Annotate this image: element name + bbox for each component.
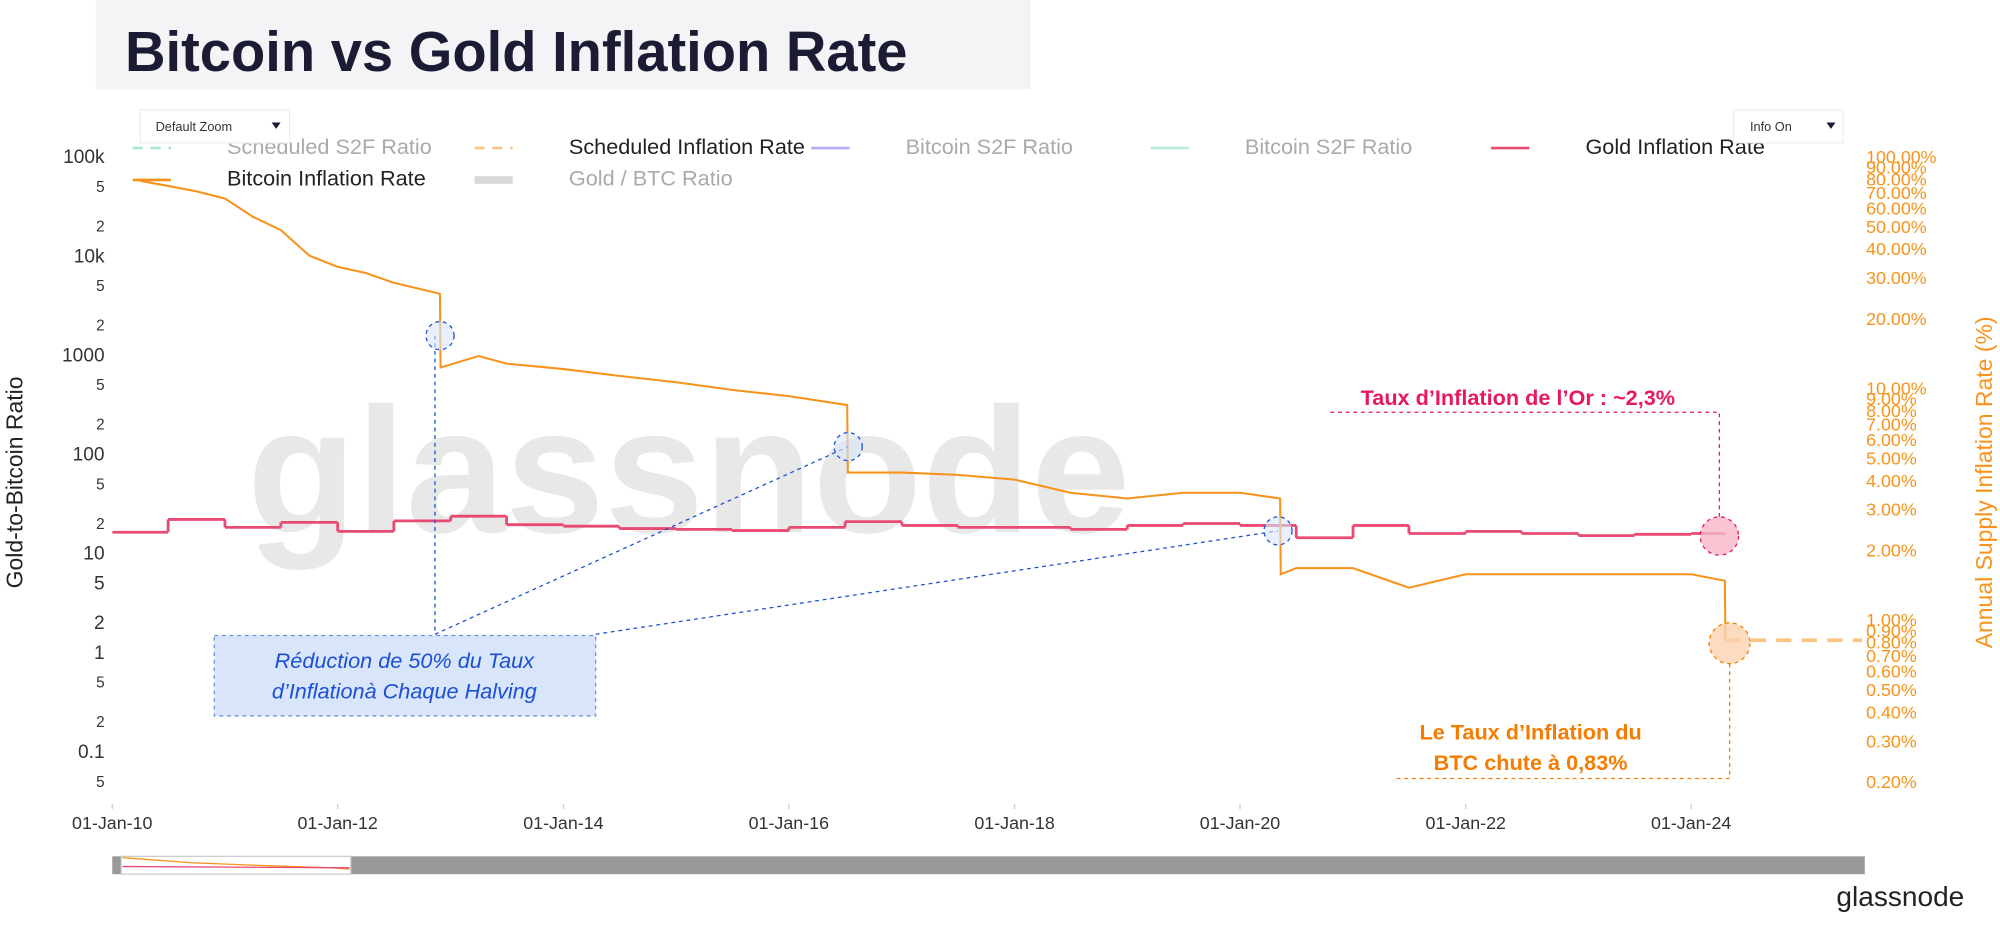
y2-tick-label: 0.90% xyxy=(1866,621,1917,641)
x-tick-label: 01-Jan-12 xyxy=(297,813,377,833)
y2-tick-label: 0.30% xyxy=(1866,731,1917,751)
y2-tick-label: 40.00% xyxy=(1866,239,1927,259)
zoom-button[interactable] xyxy=(139,109,291,144)
y-tick-label: 1000 xyxy=(62,345,105,366)
legend-label: Bitcoin S2F Ratio xyxy=(906,134,1073,159)
y2-tick-label: 100.00% xyxy=(1866,147,1937,167)
y-tick-label: 5 xyxy=(96,774,105,791)
y-tick-label: 10k xyxy=(74,246,105,267)
y-tick-label: 10 xyxy=(83,544,104,565)
leader xyxy=(595,530,1279,635)
range-preview xyxy=(122,865,350,869)
annotation: d’Inflationà Chaque Halving xyxy=(272,679,537,704)
x-tick-label: 01-Jan-16 xyxy=(749,813,829,833)
series-layer xyxy=(112,179,1863,643)
legend-label: Gold / BTC Ratio xyxy=(569,166,733,191)
y2-tick-label: 90.00% xyxy=(1866,158,1927,178)
x-tick-label: 01-Jan-18 xyxy=(974,813,1054,833)
x-tick-label: 01-Jan-20 xyxy=(1200,813,1280,833)
range-slider[interactable] xyxy=(112,856,1865,875)
halving-marker xyxy=(425,320,455,351)
y-tick-label: 2 xyxy=(96,318,105,335)
halving-marker xyxy=(833,431,863,462)
y2-tick-label: 0.50% xyxy=(1866,680,1917,700)
legend-label: Bitcoin Inflation Rate xyxy=(227,166,426,191)
y2-tick-label: 0.20% xyxy=(1866,772,1917,792)
x-tick-label: 01-Jan-10 xyxy=(72,813,152,833)
y2-tick-label: 0.60% xyxy=(1866,662,1917,682)
range-window[interactable] xyxy=(120,855,352,875)
y-tick-label: 2 xyxy=(96,714,105,731)
y-tick-label: 2 xyxy=(96,417,105,434)
zoom-label[interactable]: Default Zoom xyxy=(156,119,233,134)
y2-tick-label: 2.00% xyxy=(1866,541,1917,561)
annotation-shapes xyxy=(213,320,1751,780)
x-tick-label: 01-Jan-24 xyxy=(1651,813,1731,833)
halving-marker xyxy=(1263,516,1293,546)
dropdown-arrow xyxy=(271,122,281,129)
x-tick-label: 01-Jan-14 xyxy=(523,813,603,833)
y-tick-label: 1 xyxy=(94,643,105,664)
leader xyxy=(1396,663,1731,780)
dropdown-arrow xyxy=(1826,122,1836,129)
y2-tick-label: 10.00% xyxy=(1866,379,1927,399)
callout-box xyxy=(213,634,597,717)
y2-tick-label: 60.00% xyxy=(1866,198,1927,218)
info-button[interactable] xyxy=(1732,109,1844,144)
y-tick-label: 100k xyxy=(63,147,105,168)
y-tick-label: 5 xyxy=(96,179,105,196)
y2-tick-label: 1.00% xyxy=(1866,610,1917,630)
y2-tick-label: 3.00% xyxy=(1866,500,1917,520)
legend-label: Scheduled Inflation Rate xyxy=(569,134,805,159)
y2-tick-label: 5.00% xyxy=(1866,448,1917,468)
legend-label: Bitcoin S2F Ratio xyxy=(1245,134,1412,159)
y-tick-label: 5 xyxy=(94,573,105,594)
y2-tick-label: 0.40% xyxy=(1866,702,1917,722)
y-tick-label: 5 xyxy=(96,476,105,493)
annotation: Le Taux d’Inflation du xyxy=(1419,720,1641,745)
y-tick-label: 5 xyxy=(96,377,105,394)
annotation: BTC chute à 0,83% xyxy=(1434,750,1628,775)
btc-marker xyxy=(1708,622,1751,665)
chart-title: Bitcoin vs Gold Inflation Rate xyxy=(125,20,907,83)
y2-tick-label: 80.00% xyxy=(1866,169,1927,189)
y2-tick-label: 0.80% xyxy=(1866,633,1917,653)
y2-tick-label: 4.00% xyxy=(1866,471,1917,491)
y-tick-label: 5 xyxy=(96,675,105,692)
annotation: Réduction de 50% du Taux xyxy=(275,648,536,673)
annotation: Taux d’Inflation de l’Or : ~2,3% xyxy=(1361,385,1675,410)
y-tick-label: 0.1 xyxy=(78,742,105,763)
y2-tick-label: 20.00% xyxy=(1866,309,1927,329)
y-tick-label: 2 xyxy=(96,218,105,235)
watermark: glassnode xyxy=(247,370,1130,570)
leader xyxy=(1330,411,1721,517)
y-tick-label: 2 xyxy=(94,613,105,634)
y2-tick-label: 9.00% xyxy=(1866,389,1917,409)
y2-tick-label: 70.00% xyxy=(1866,183,1927,203)
y2-tick-label: 8.00% xyxy=(1866,401,1917,421)
y-tick-label: 5 xyxy=(96,278,105,295)
y2-axis-title: Annual Supply Inflation Rate (%) xyxy=(1971,316,1997,648)
logo: glassnode xyxy=(1836,881,1964,912)
y2-tick-label: 7.00% xyxy=(1866,415,1917,435)
y2-tick-label: 0.70% xyxy=(1866,646,1917,666)
y2-tick-label: 50.00% xyxy=(1866,217,1927,237)
y-tick-label: 100 xyxy=(73,445,105,466)
gold-marker xyxy=(1699,516,1740,556)
title-bg xyxy=(95,0,1031,90)
y-tick-label: 2 xyxy=(96,516,105,533)
y-axis-title: Gold-to-Bitcoin Ratio xyxy=(2,376,28,588)
plot-layer: 01-Jan-10 01-Jan-12 01-Jan-14 01-Jan-16 01-J… xyxy=(2,134,1997,833)
leader xyxy=(434,446,849,635)
info-label[interactable]: Info On xyxy=(1750,119,1792,134)
x-tick-label: 01-Jan-22 xyxy=(1426,813,1506,833)
y2-tick-label: 6.00% xyxy=(1866,430,1917,450)
y2-tick-label: 30.00% xyxy=(1866,268,1927,288)
